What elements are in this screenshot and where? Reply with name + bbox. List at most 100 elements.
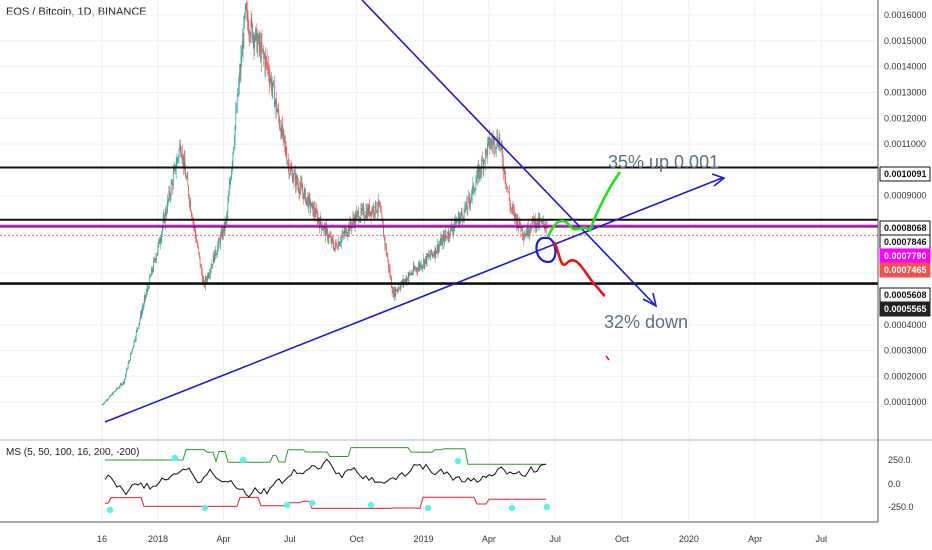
candle-body <box>356 212 358 213</box>
candle-body <box>314 207 315 215</box>
candle-body <box>243 19 245 49</box>
candle-body <box>114 390 116 392</box>
candle-body <box>178 157 179 158</box>
bullish-path <box>546 171 622 238</box>
candle-body <box>188 196 190 204</box>
candle-body <box>435 247 437 255</box>
time-tick-label: Jul <box>816 534 828 544</box>
candle-body <box>350 220 352 225</box>
candle-body <box>202 279 204 282</box>
candle-body <box>395 289 397 296</box>
candle-body <box>231 169 232 180</box>
candle-body <box>219 240 221 245</box>
candle-body <box>506 182 507 188</box>
price-level-badge <box>879 301 931 317</box>
candle-body <box>103 403 104 405</box>
candle-body <box>431 253 433 255</box>
candle-body <box>298 184 299 191</box>
candle-body <box>344 230 346 235</box>
candle-body <box>417 269 418 271</box>
price-level-badge-label: 0.0008068 <box>884 223 927 233</box>
candle-body <box>519 219 520 227</box>
candle-body <box>466 209 468 211</box>
candle-body <box>389 268 391 277</box>
candle-body <box>437 244 439 252</box>
candle-body <box>489 136 490 148</box>
candle-body <box>309 198 311 209</box>
candle-body <box>265 57 266 68</box>
candle-body <box>121 383 122 386</box>
candle-body <box>402 279 404 284</box>
candle-body <box>327 229 328 239</box>
candle-body <box>164 211 166 223</box>
candle-body <box>308 195 310 199</box>
candle-body <box>176 158 178 167</box>
candle-body <box>362 207 364 209</box>
candle-body <box>493 138 495 140</box>
candle-body <box>102 404 104 406</box>
candle-body <box>329 235 330 237</box>
candle-body <box>457 220 458 222</box>
candle-body <box>332 240 334 247</box>
price-tick-label: 0.0016000 <box>884 10 927 20</box>
candle-body <box>440 237 442 244</box>
candle-body <box>230 179 232 183</box>
candle-body <box>381 214 383 221</box>
candle-body <box>146 292 147 297</box>
candle-body <box>388 268 390 270</box>
candle-body <box>167 200 168 212</box>
candle-body <box>223 228 224 233</box>
rising-trendline-arrow <box>711 173 726 187</box>
candle-body <box>143 299 145 306</box>
candle-body <box>242 42 243 58</box>
candle-body <box>444 233 445 244</box>
candle-body <box>455 221 457 228</box>
candle-body <box>383 236 385 238</box>
candle-body <box>366 210 368 218</box>
candle-body <box>142 307 144 311</box>
candle-body <box>262 49 264 51</box>
candle-body <box>533 218 535 226</box>
candle-body <box>545 227 546 229</box>
candle-body <box>427 254 429 257</box>
indicator-marker <box>543 503 551 511</box>
candle-body <box>254 40 256 47</box>
price-tick-label: 0.0003000 <box>884 346 927 356</box>
candle-body <box>511 207 513 210</box>
candle-body <box>348 225 349 234</box>
candle-body <box>207 274 208 281</box>
candle-body <box>387 256 389 260</box>
candle-body <box>276 111 278 113</box>
candle-body <box>115 390 117 392</box>
candle-body <box>319 221 320 228</box>
candle-body <box>425 256 426 260</box>
candle-body <box>418 266 419 271</box>
candle-body <box>522 234 524 237</box>
candle-body <box>476 170 478 179</box>
candle-body <box>154 258 156 260</box>
candle-body <box>340 237 342 243</box>
candle-body <box>153 260 154 270</box>
candle-body <box>267 64 269 66</box>
candle-body <box>539 219 541 225</box>
candle-body <box>232 152 234 164</box>
candle-body <box>296 176 298 183</box>
price-tick-label: 0.0014000 <box>884 62 927 72</box>
candle-body <box>234 126 236 142</box>
candle-body <box>508 192 510 200</box>
candle-body <box>123 381 125 383</box>
candle-body <box>294 172 296 174</box>
candle-body <box>311 202 313 204</box>
time-tick-label: Jul <box>549 534 561 544</box>
candle-body <box>422 265 424 267</box>
candle-body <box>282 123 283 136</box>
candle-body <box>190 201 192 212</box>
candle-body <box>119 386 120 388</box>
candles-layer <box>101 0 548 406</box>
candle-body <box>394 288 396 296</box>
candle-body <box>459 217 461 225</box>
candle-body <box>145 294 146 297</box>
candle-body <box>364 217 366 219</box>
chart-grid <box>0 0 878 522</box>
